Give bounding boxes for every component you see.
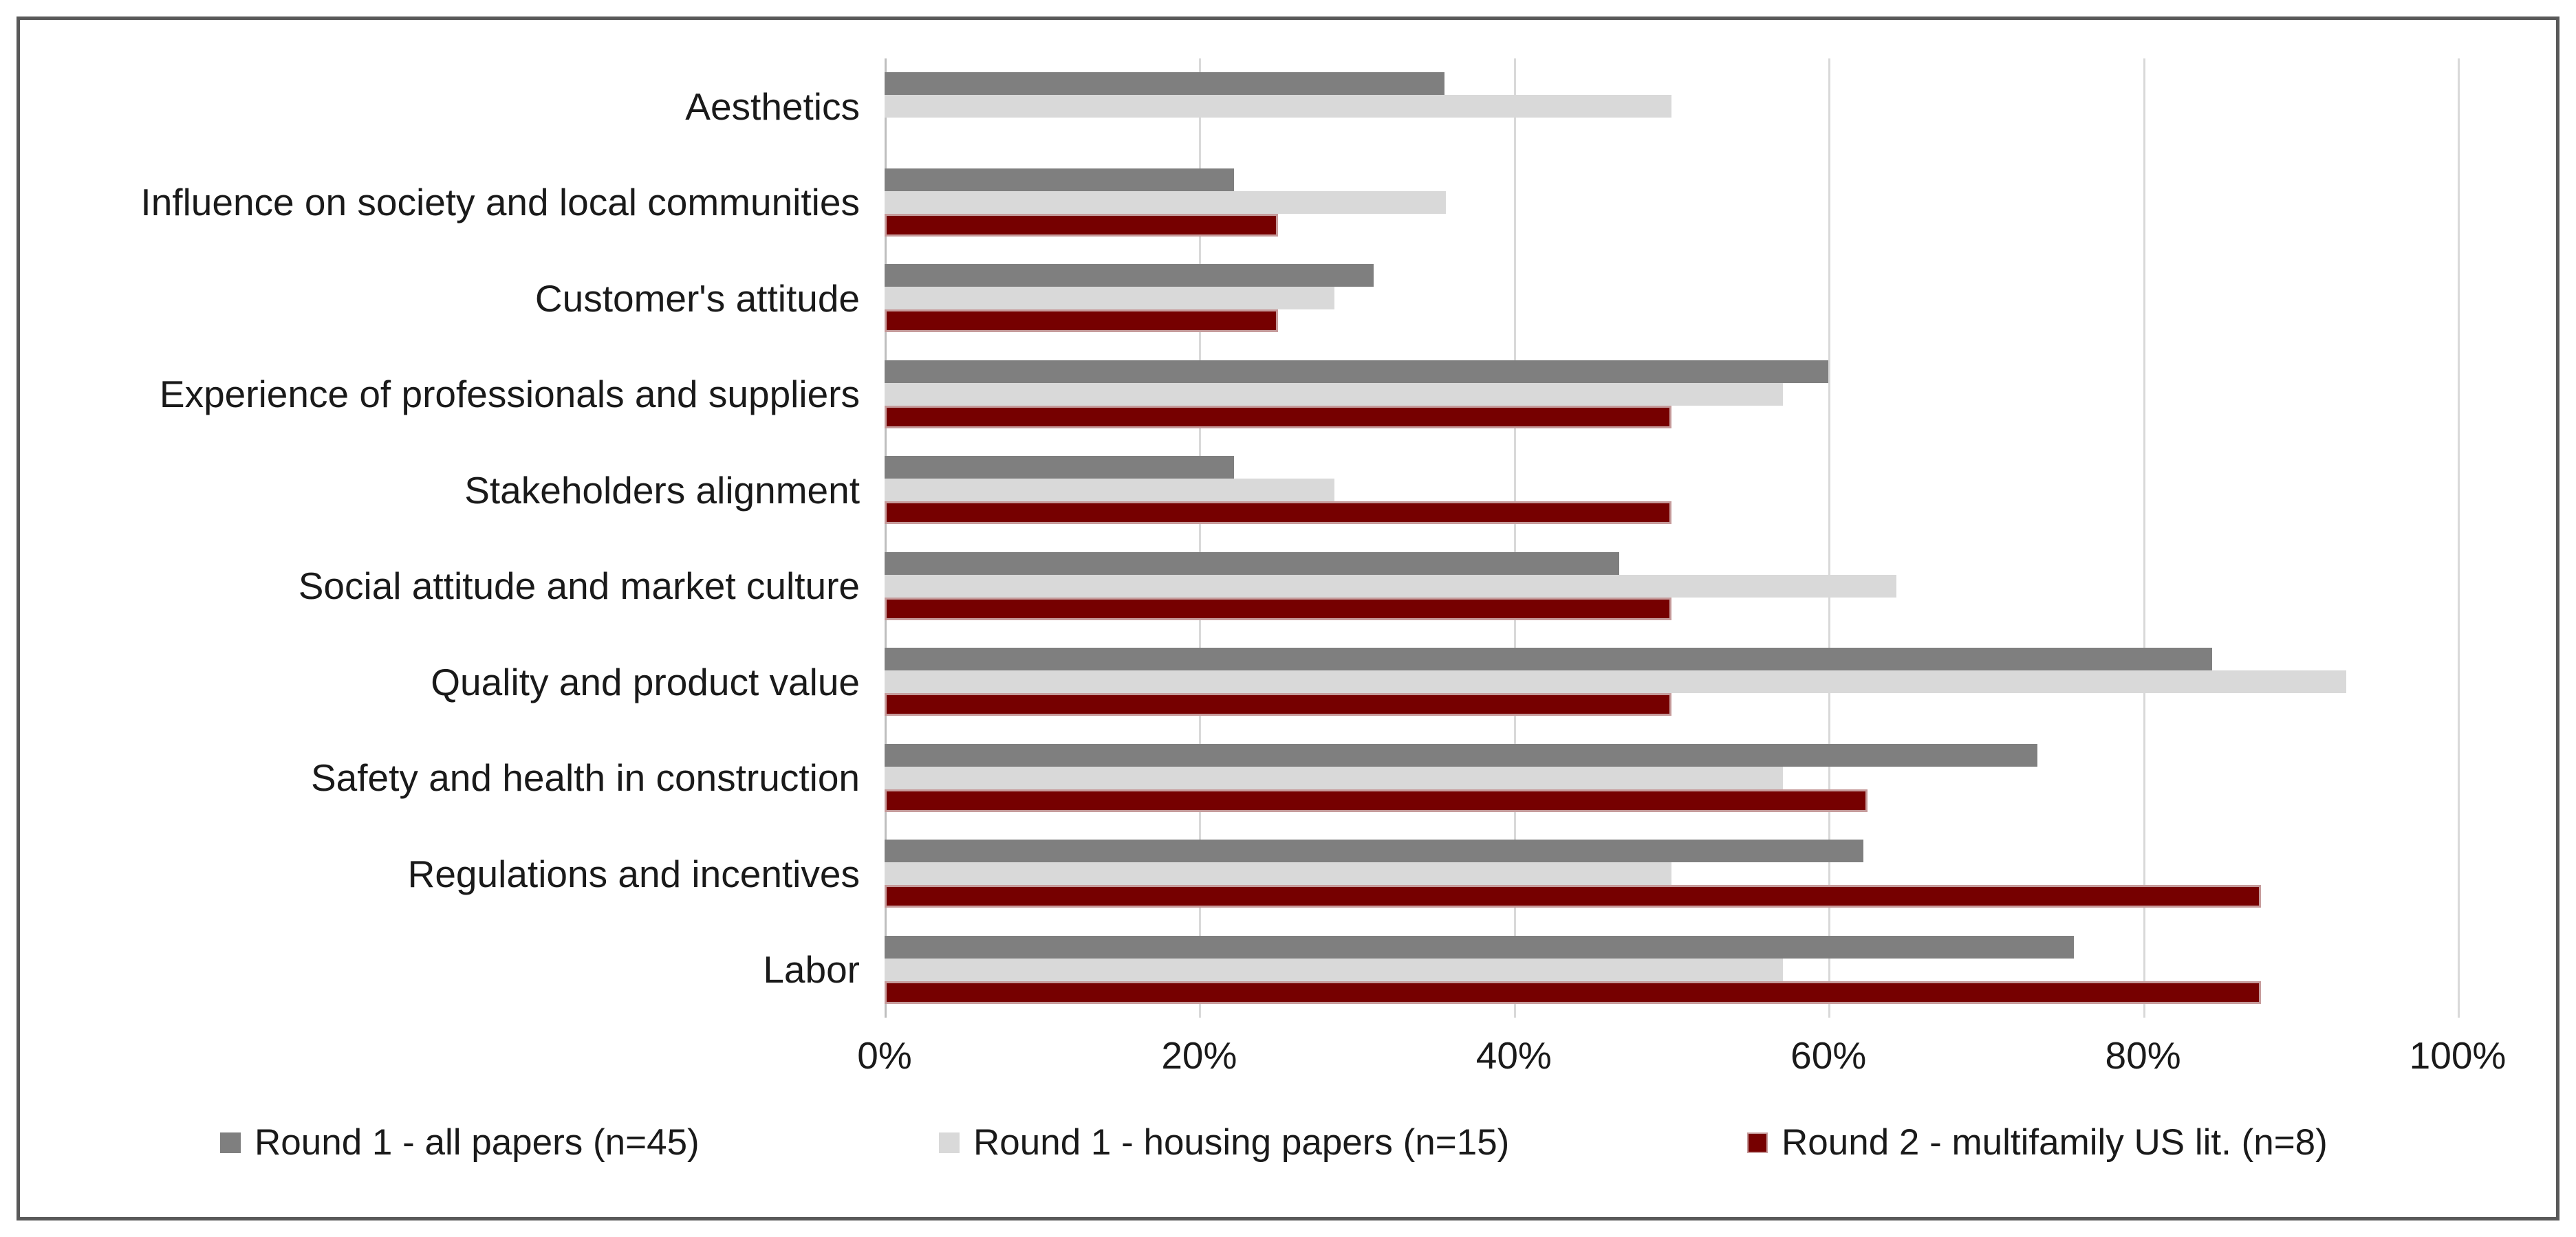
x-tick-label: 40% (1475, 1034, 1552, 1077)
bar-series2-cat1 (885, 95, 1671, 118)
gridline (1828, 58, 1831, 1018)
legend-swatch-icon (939, 1132, 960, 1153)
bar-series2-cat5 (885, 479, 1335, 502)
category-label: Social attitude and market culture (298, 565, 860, 608)
bar-series3-cat6 (885, 597, 1671, 620)
value-axis-line (885, 58, 887, 1018)
bar-series2-cat9 (885, 862, 1671, 886)
bar-series1-cat4 (885, 360, 1829, 383)
bar-series1-cat9 (885, 840, 1863, 863)
plot-area (885, 58, 2460, 1018)
bar-series2-cat3 (885, 287, 1335, 310)
x-tick-label: 20% (1161, 1034, 1237, 1077)
legend-item: Round 1 - all papers (n=45) (220, 1122, 700, 1163)
bar-series3-cat9 (885, 885, 2262, 908)
category-label: Safety and health in construction (310, 756, 860, 800)
legend-swatch-icon (220, 1132, 241, 1153)
bar-series2-cat7 (885, 670, 2346, 694)
bar-series3-cat2 (885, 213, 1278, 237)
bar-series1-cat6 (885, 551, 1620, 575)
bar-series2-cat8 (885, 766, 1783, 789)
bar-series2-cat4 (885, 382, 1783, 406)
x-tick-label: 80% (2105, 1034, 2181, 1077)
category-label: Regulations and incentives (407, 852, 860, 895)
bar-series2-cat10 (885, 958, 1783, 981)
bar-series3-cat4 (885, 405, 1671, 428)
bar-series1-cat10 (885, 935, 2074, 959)
category-label: Customer's attitude (534, 276, 860, 320)
bar-series1-cat7 (885, 648, 2213, 671)
category-label: Aesthetics (685, 85, 860, 128)
bar-series3-cat8 (885, 789, 1868, 812)
legend-label: Round 2 - multifamily US lit. (n=8) (1782, 1122, 2328, 1163)
legend-item: Round 2 - multifamily US lit. (n=8) (1747, 1122, 2328, 1163)
bar-series3-cat3 (885, 309, 1278, 333)
bar-series1-cat2 (885, 168, 1234, 191)
x-tick-label: 60% (1790, 1034, 1867, 1077)
category-label: Quality and product value (431, 660, 860, 703)
legend-label: Round 1 - housing papers (n=15) (973, 1122, 1510, 1163)
category-label: Labor (763, 948, 860, 992)
gridline (1199, 58, 1202, 1018)
x-tick-label: 0% (857, 1034, 912, 1077)
bar-series1-cat8 (885, 743, 2038, 767)
legend-label: Round 1 - all papers (n=45) (255, 1122, 700, 1163)
gridline (1513, 58, 1516, 1018)
category-label: Experience of professionals and supplier… (159, 373, 860, 416)
bar-series1-cat5 (885, 456, 1234, 479)
category-label: Stakeholders alignment (464, 468, 860, 512)
legend-item: Round 1 - housing papers (n=15) (939, 1122, 1509, 1163)
gridline (2458, 58, 2460, 1018)
bar-series3-cat10 (885, 981, 2262, 1004)
gridline (2143, 58, 2145, 1018)
bar-series1-cat1 (885, 72, 1445, 96)
bar-series2-cat6 (885, 574, 1896, 598)
legend-swatch-icon (1747, 1132, 1768, 1153)
bar-series2-cat2 (885, 190, 1447, 214)
category-label: Influence on society and local communiti… (140, 181, 860, 224)
bar-series3-cat5 (885, 501, 1671, 525)
bar-series3-cat7 (885, 693, 1671, 716)
bar-series1-cat3 (885, 264, 1374, 287)
x-tick-label: 100% (2409, 1034, 2507, 1077)
